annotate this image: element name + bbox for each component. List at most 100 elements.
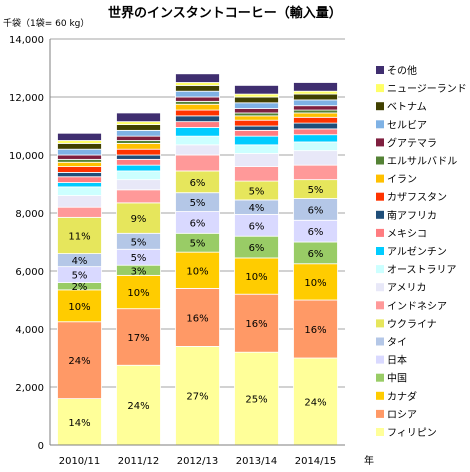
segment-label: 10% [245, 272, 267, 283]
x-axis-ticks: 2010/11 2011/12 2012/13 2013/14 2014/15 [59, 456, 337, 467]
y-axis-ticks: 0 2,000 4,000 6,000 8,000 10,000 12,000 14,000 [9, 35, 44, 452]
segment-label: 16% [245, 319, 267, 330]
bar-segment [293, 116, 338, 124]
legend-swatch [376, 138, 384, 147]
legend-label: ベトナム [387, 101, 427, 113]
bar-segment [116, 274, 161, 310]
bar-segment [234, 144, 279, 154]
legend-label: タイ [387, 337, 407, 349]
legend-swatch [376, 409, 384, 418]
bar-segment [293, 141, 338, 152]
segment-label: 10% [127, 288, 149, 299]
bar-segment [234, 108, 279, 114]
legend-swatch [376, 84, 384, 93]
legend-label: 日本 [387, 354, 407, 367]
bar-segment [57, 206, 102, 218]
legend-label: セルビア [387, 119, 427, 131]
segment-label: 10% [68, 302, 90, 313]
bar-segment [175, 121, 220, 128]
legend-swatch [376, 102, 384, 111]
axes [49, 39, 345, 446]
segment-label: 14% [68, 418, 90, 429]
bar-segment [57, 195, 102, 208]
bar-segment [234, 112, 279, 117]
segment-label: 11% [68, 231, 90, 242]
bar-segment [175, 144, 220, 156]
legend-label: イラン [387, 174, 417, 186]
bar-segment [175, 73, 220, 83]
bar-segment [293, 112, 338, 118]
legend-label: メキシコ [387, 229, 427, 240]
bar-segment [116, 158, 161, 166]
bar-segment [57, 154, 102, 160]
legend-swatch [376, 247, 384, 255]
bar-segment [293, 109, 338, 114]
legend-label: カザフスタン [387, 192, 447, 204]
bar-segment [175, 85, 220, 92]
bar-segment [293, 164, 338, 181]
bar-segment [175, 90, 220, 98]
bar-segment [116, 129, 161, 137]
legend-label: アルゼンチン [387, 246, 447, 258]
bar-segment [175, 109, 220, 117]
bar-segment [293, 122, 338, 130]
legend-swatch [376, 156, 384, 165]
bar-segment [175, 135, 220, 146]
legend-swatch [376, 120, 384, 129]
bar-segment [116, 124, 161, 131]
bar-segment [175, 287, 220, 347]
bar-segment [57, 140, 102, 144]
bar-segment [293, 99, 338, 107]
y-tick-label: 10,000 [9, 151, 44, 162]
legend-label: インドネシア [387, 300, 447, 312]
legend-label: ロシア [387, 410, 417, 421]
bar-segment [116, 164, 161, 172]
y-tick-label: 4,000 [15, 325, 44, 336]
bar-segment [234, 119, 279, 127]
bar-segment [175, 96, 220, 102]
x-tick-label: 2011/12 [118, 456, 160, 467]
legend-label: ウクライナ [387, 318, 437, 330]
x-tick-label: 2013/14 [236, 456, 278, 467]
bar-segment [57, 176, 102, 183]
legend-swatch [376, 283, 384, 292]
bar-segment [293, 90, 338, 95]
segment-label: 10% [304, 278, 326, 289]
legend: その他ニュージーランドベトナムセルビアグアテマラエルサルバドルイランカザフスタン… [376, 64, 467, 439]
segment-label: 24% [127, 401, 149, 412]
bar-segment [234, 115, 279, 121]
bar-segment [175, 115, 220, 123]
y-tick-label: 14,000 [9, 35, 44, 46]
bar-segment [293, 93, 338, 101]
segment-label: 5% [131, 253, 147, 264]
bar-segment [234, 96, 279, 104]
y-tick-label: 12,000 [9, 93, 44, 104]
bar-segment [175, 127, 220, 137]
bar-segment [175, 251, 220, 289]
bar-segment [116, 140, 161, 144]
y-tick-label: 2,000 [15, 383, 44, 394]
legend-label: フィリピン [387, 427, 437, 439]
segment-label: 24% [304, 398, 326, 409]
bar-segment [293, 128, 338, 136]
bar-segment [234, 93, 279, 98]
legend-swatch [376, 355, 384, 364]
bar-segment [234, 153, 279, 168]
legend-swatch [376, 66, 384, 74]
legend-label: 南アフリカ [387, 209, 437, 222]
bar-segment [175, 100, 220, 105]
bar-segment [293, 357, 338, 446]
bar-segment [57, 398, 102, 446]
legend-label: 中国 [387, 372, 407, 385]
segment-label: 4% [72, 256, 88, 267]
bar-segment [234, 166, 279, 182]
bar-segment [57, 166, 102, 173]
segment-label: 6% [190, 218, 206, 229]
x-axis-label: 年 [364, 454, 374, 467]
legend-label: エルサルバドル [387, 156, 457, 168]
legend-swatch [376, 391, 384, 400]
segment-label: 6% [249, 243, 265, 254]
bar-segment [116, 170, 161, 181]
segment-label: 27% [186, 392, 208, 403]
segment-label: 25% [245, 395, 267, 406]
